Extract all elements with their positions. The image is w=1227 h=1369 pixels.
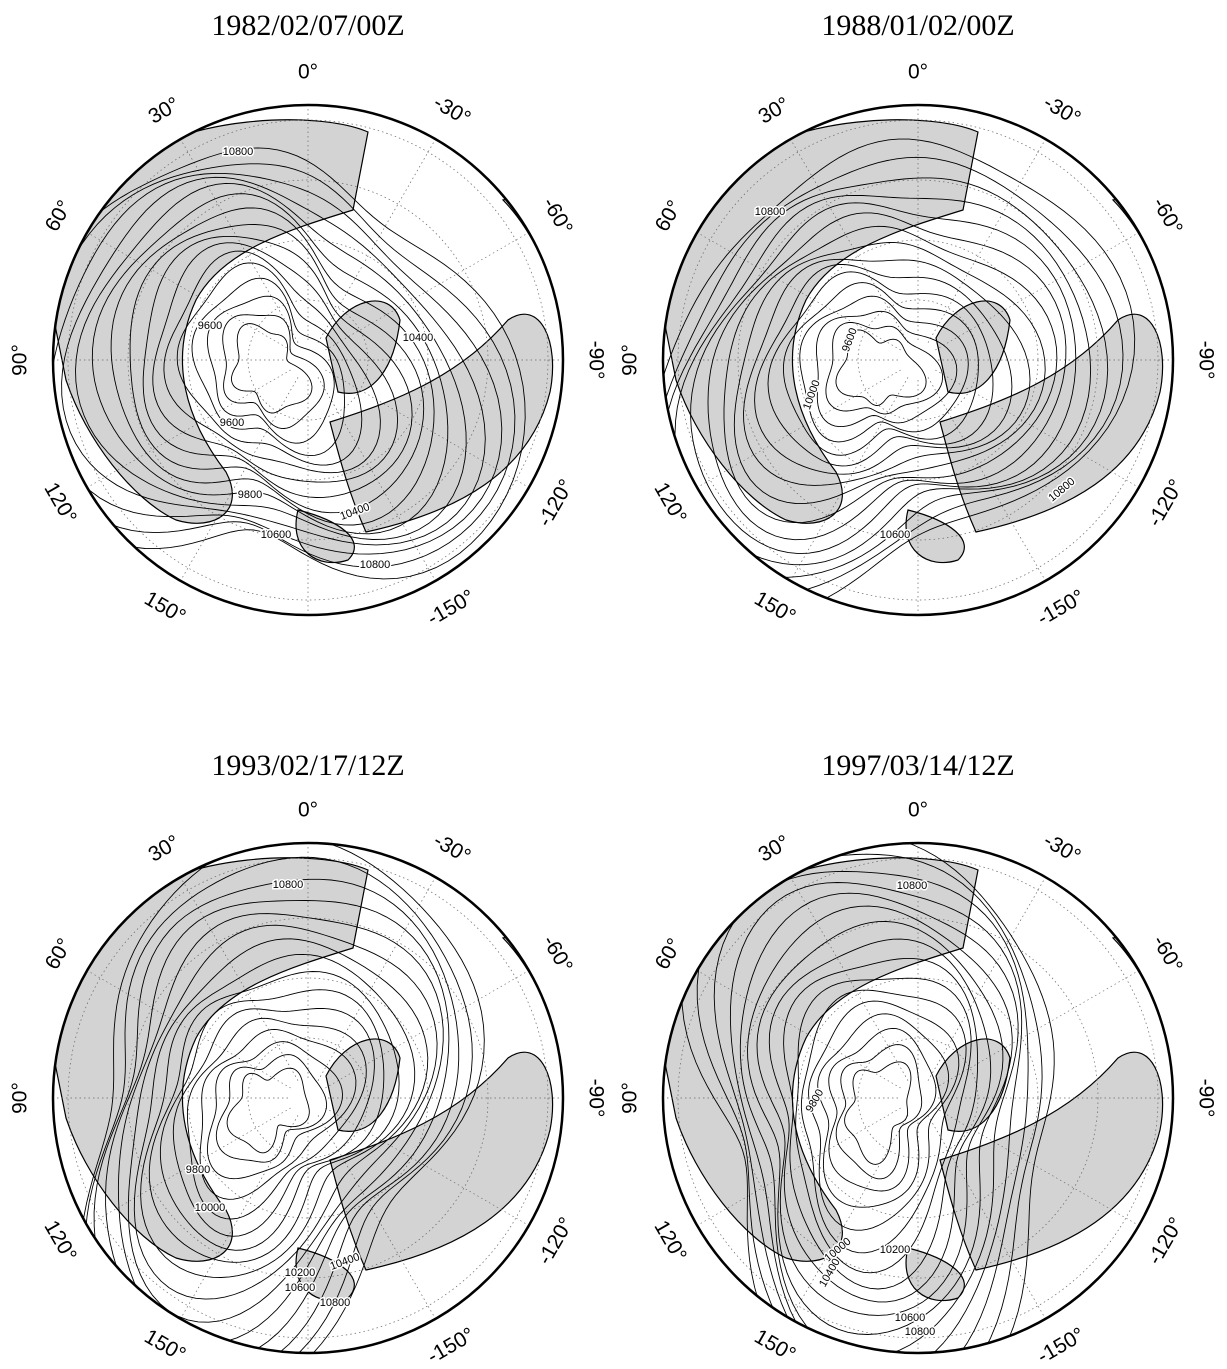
longitude-label: -120° — [1143, 1213, 1188, 1268]
map-panel: 1993/02/17/12Z 0° 30° 60° 90° 120° 150° -30° -60… — [9, 749, 608, 1369]
map-panel: 1988/01/02/00Z 0° 30° 60° 90° 120° 150° -30° -60… — [619, 9, 1218, 630]
map-panel: 1997/03/14/12Z 0° 30° 60° 90° 120° 150° -30° -60… — [619, 749, 1218, 1369]
contour — [826, 323, 943, 414]
longitude-label: 120° — [649, 1216, 691, 1265]
longitude-label: 0° — [298, 61, 318, 84]
longitude-label: -120° — [533, 1213, 578, 1268]
contour — [845, 1062, 911, 1165]
longitude-label: 150° — [750, 1325, 799, 1367]
longitude-label: 30° — [145, 831, 184, 867]
longitude-label: -150° — [1033, 585, 1088, 630]
contour-label: 10800 — [755, 206, 786, 218]
longitude-label: 90° — [9, 344, 32, 376]
longitude-label: -90° — [584, 341, 607, 380]
longitude-label: -90° — [1194, 341, 1217, 380]
longitude-label: 30° — [755, 93, 794, 129]
longitude-label: 60° — [651, 197, 687, 236]
longitude-label: 30° — [145, 93, 184, 129]
contour-label: 9600 — [220, 417, 244, 429]
longitude-label: -30° — [1039, 829, 1084, 868]
contour — [829, 1028, 936, 1191]
longitude-label: 150° — [140, 587, 189, 629]
longitude-label: -120° — [533, 475, 578, 530]
longitude-label: 150° — [140, 1325, 189, 1367]
longitude-label: -30° — [429, 91, 474, 130]
map-title: 1988/01/02/00Z — [821, 9, 1014, 42]
longitude-label: -60° — [538, 931, 577, 976]
longitude-label: -60° — [1148, 193, 1187, 238]
contour-label: 10400 — [817, 1257, 843, 1289]
longitude-label: -120° — [1143, 475, 1188, 530]
longitude-label: -150° — [423, 1323, 478, 1368]
contour-label: 10800 — [273, 879, 304, 891]
contour-label: 10400 — [403, 332, 434, 344]
map-title: 1997/03/14/12Z — [821, 749, 1014, 782]
figure: 1982/02/07/00Z 0° 30° 60° 90° 120° 150° -30° -60… — [0, 0, 1227, 1369]
longitude-label: 0° — [298, 799, 318, 822]
contour-label: 10600 — [261, 529, 292, 541]
contour-label: 10600 — [880, 529, 911, 541]
longitude-label: -90° — [1194, 1079, 1217, 1118]
map-panel: 1982/02/07/00Z 0° 30° 60° 90° 120° 150° -30° -60… — [9, 9, 608, 630]
longitude-label: 150° — [750, 587, 799, 629]
contour-label: 9800 — [186, 1164, 210, 1176]
contour-label: 9800 — [804, 1087, 827, 1114]
longitude-label: 120° — [649, 478, 691, 527]
longitude-label: 30° — [755, 831, 794, 867]
longitude-label: -60° — [1148, 931, 1187, 976]
contour-label: 10800 — [223, 146, 254, 158]
contour-label: 10600 — [895, 1312, 926, 1324]
contour-label: 10000 — [801, 379, 823, 412]
longitude-label: -150° — [1033, 1323, 1088, 1368]
map-title: 1993/02/17/12Z — [211, 749, 404, 782]
longitude-label: 60° — [41, 197, 77, 236]
land — [660, 120, 1180, 563]
longitude-label: 60° — [41, 935, 77, 974]
landmass — [906, 510, 964, 563]
longitude-label: -30° — [1039, 91, 1084, 130]
contour-label: 10800 — [320, 1297, 351, 1309]
landmass — [906, 1248, 964, 1301]
longitude-label: 60° — [651, 935, 687, 974]
landmass — [936, 301, 1010, 393]
map-body — [23, 105, 570, 615]
contour — [809, 1001, 959, 1230]
contour-label: 9600 — [840, 326, 860, 353]
longitude-label: 90° — [9, 1082, 32, 1114]
contour-label: 10800 — [905, 1326, 936, 1338]
longitude-label: 0° — [908, 61, 928, 84]
contour — [223, 315, 325, 429]
contour-label: 10800 — [897, 880, 928, 892]
landmass — [326, 1039, 400, 1131]
contour-label: 10600 — [285, 1282, 316, 1294]
landmass — [326, 301, 400, 393]
contour — [227, 1068, 309, 1153]
longitude-label: 0° — [908, 799, 928, 822]
longitude-label: 120° — [39, 478, 81, 527]
land — [660, 858, 1180, 1301]
map-body — [660, 834, 1180, 1369]
contour-label: 9600 — [198, 320, 222, 332]
contour-label: 10200 — [285, 1267, 316, 1279]
contour-label: 10000 — [195, 1202, 226, 1214]
longitude-label: -90° — [584, 1079, 607, 1118]
longitude-label: -150° — [423, 585, 478, 630]
longitude-label: 90° — [619, 344, 642, 376]
longitude-label: -30° — [429, 829, 474, 868]
contour — [200, 1029, 356, 1199]
contour-label: 10200 — [880, 1244, 911, 1256]
contour-label: 9800 — [238, 489, 262, 501]
longitude-label: 90° — [619, 1082, 642, 1114]
contour — [231, 324, 312, 413]
land — [50, 120, 570, 563]
contour-label: 10800 — [360, 559, 391, 571]
map-title: 1982/02/07/00Z — [211, 9, 404, 42]
longitude-label: 120° — [39, 1216, 81, 1265]
longitude-label: -60° — [538, 193, 577, 238]
